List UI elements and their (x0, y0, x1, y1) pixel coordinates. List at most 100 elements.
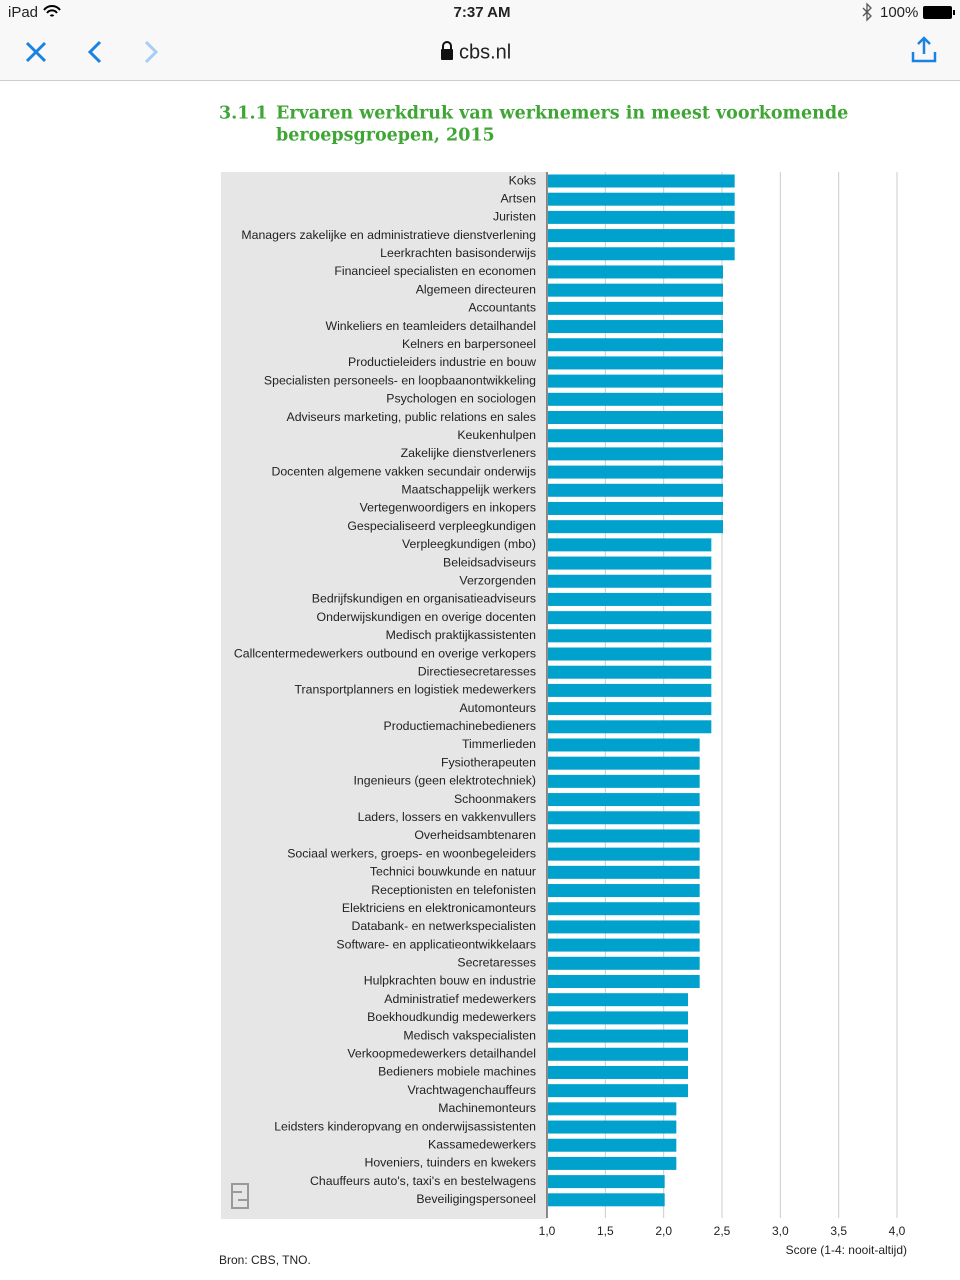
bar (548, 556, 712, 570)
category-label: Productiemachinebedieners (384, 719, 536, 733)
back-button[interactable] (87, 40, 102, 64)
category-label: Receptionisten en telefonisten (371, 883, 536, 897)
forward-button[interactable] (144, 40, 159, 64)
browser-chrome (0, 0, 960, 80)
bar (548, 429, 723, 443)
close-button[interactable] (25, 41, 47, 63)
x-tick-label: 3,5 (830, 1224, 847, 1238)
bar (548, 629, 712, 643)
bar (548, 974, 700, 988)
category-label: Schoonmakers (454, 792, 536, 806)
category-label: Bedrijfskundigen en organisatieadviseurs (312, 592, 536, 606)
device-name: iPad (8, 4, 38, 21)
category-label: Medisch vakspecialisten (403, 1028, 536, 1042)
category-label: Productieleiders industrie en bouw (348, 355, 536, 369)
label-panel (221, 172, 547, 1219)
category-label: Medisch praktijkassistenten (386, 628, 537, 642)
category-label: Kassamedewerkers (428, 1137, 536, 1151)
bar (548, 447, 723, 461)
x-tick-label: 2,5 (714, 1224, 731, 1238)
bar (548, 1120, 677, 1134)
bar (548, 501, 723, 515)
category-label: Managers zakelijke en administratieve di… (241, 228, 536, 242)
category-label: Beleidsadviseurs (443, 555, 536, 569)
bar (548, 793, 700, 807)
bar (548, 520, 723, 534)
bar (548, 1029, 688, 1043)
bar (548, 884, 700, 898)
bar (548, 1102, 677, 1116)
bar (548, 174, 735, 188)
category-label: Kelners en barpersoneel (402, 337, 536, 351)
x-tick-label: 4,0 (889, 1224, 906, 1238)
x-tick-label: 1,5 (597, 1224, 614, 1238)
category-label: Hoveniers, tuinders en kwekers (364, 1156, 536, 1170)
x-tick-label: 2,0 (655, 1224, 672, 1238)
category-label: Vertegenwoordigers en inkopers (360, 501, 536, 515)
bar (548, 1011, 688, 1025)
bar (548, 865, 700, 879)
bar (548, 411, 723, 425)
bar (548, 1047, 688, 1061)
bar (548, 702, 712, 716)
category-label: Docenten algemene vakken secundair onder… (271, 464, 536, 478)
bar (548, 1193, 665, 1207)
category-label: Transportplanners en logistiek medewerke… (295, 683, 537, 697)
clock: 7:37 AM (454, 4, 511, 21)
category-label: Fysiotherapeuten (441, 755, 536, 769)
bar (548, 1065, 688, 1079)
category-label: Zakelijke dienstverleners (401, 446, 536, 460)
title-number: 3.1.1 (219, 104, 268, 124)
bar (548, 1175, 665, 1189)
category-label: Psychologen en sociologen (386, 392, 536, 406)
category-label: Verkoopmedewerkers detailhandel (347, 1047, 536, 1061)
category-label: Secretaresses (457, 956, 536, 970)
bar (548, 829, 700, 843)
bar (548, 720, 712, 734)
chart-title: beroepsgroepen, 2015 (276, 126, 495, 146)
lock-shackle (442, 41, 452, 49)
category-label: Machinemonteurs (438, 1101, 536, 1115)
bar (548, 320, 723, 334)
category-label: Keukenhulpen (457, 428, 536, 442)
bar (548, 774, 700, 788)
bar (548, 611, 712, 625)
category-label: Vrachtwagenchauffeurs (407, 1083, 536, 1097)
battery-icon (923, 6, 952, 19)
bar (548, 210, 735, 224)
bar (548, 301, 723, 315)
category-label: Sociaal werkers, groeps- en woonbegeleid… (287, 846, 536, 860)
bar (548, 192, 735, 206)
category-label: Technici bouwkunde en natuur (370, 865, 536, 879)
category-label: Specialisten personeels- en loopbaanontw… (264, 373, 536, 387)
bar (548, 356, 723, 370)
share-button[interactable] (911, 36, 937, 63)
bar (548, 338, 723, 352)
bar (548, 847, 700, 861)
category-label: Verpleegkundigen (mbo) (402, 537, 536, 551)
category-label: Chauffeurs auto's, taxi's en bestelwagen… (310, 1174, 536, 1188)
x-tick-label: 3,0 (772, 1224, 789, 1238)
category-label: Ingenieurs (geen elektrotechniek) (353, 774, 536, 788)
bar (548, 265, 723, 279)
bar (548, 683, 712, 697)
category-label: Automonteurs (459, 701, 536, 715)
category-label: Elektriciens en elektronicamonteurs (342, 901, 536, 915)
category-label: Overheidsambtenaren (414, 828, 536, 842)
bar (548, 538, 712, 552)
bar (548, 283, 723, 297)
category-label: Algemeen directeuren (416, 282, 536, 296)
bar (548, 392, 723, 406)
url[interactable]: cbs.nl (459, 41, 511, 63)
battery-percent: 100% (880, 4, 918, 21)
bar (548, 1138, 677, 1152)
x-axis-label: Score (1-4: nooit-altijd) (786, 1243, 907, 1257)
category-label: Software- en applicatieontwikkelaars (336, 937, 536, 951)
bar (548, 738, 700, 752)
bar (548, 1156, 677, 1170)
bar (548, 956, 700, 970)
category-label: Adviseurs marketing, public relations en… (287, 410, 536, 424)
source: Bron: CBS, TNO. (219, 1253, 311, 1267)
category-label: Koks (509, 173, 536, 187)
